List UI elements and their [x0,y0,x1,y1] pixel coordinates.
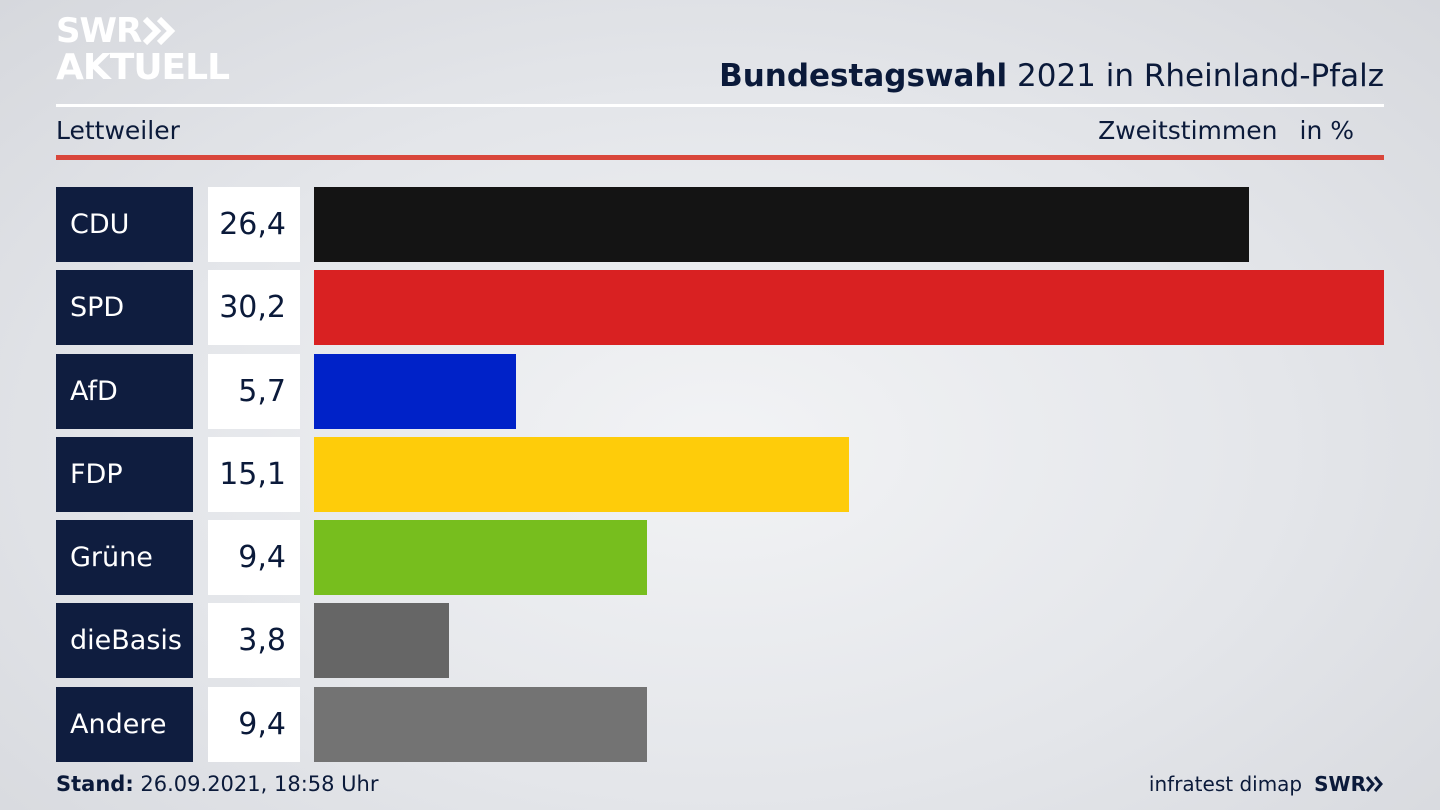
swr-footer-text: SWR [1314,772,1366,796]
title-rest: 2021 in Rheinland-Pfalz [1007,58,1384,94]
stand-value: 26.09.2021, 18:58 Uhr [133,772,379,796]
party-label: Grüne [56,520,193,596]
footer-credits: infratest dimap SWR [1149,772,1384,796]
party-label: AfD [56,353,193,429]
bar [314,187,1249,262]
bar-row: FDP 15,1 [56,436,1384,512]
party-label: FDP [56,436,193,512]
logo-aktuell-text: AKTUELL [56,47,230,88]
measure-unit: in % [1299,116,1355,145]
header-divider [56,104,1384,107]
timestamp: Stand: 26.09.2021, 18:58 Uhr [56,772,379,796]
bar-chart: CDU 26,4 SPD 30,2 AfD 5,7 FDP 15,1 Grüne 9,4 dieBa… [56,187,1384,770]
value-label: 3,8 [208,603,300,679]
measure-label: Zweitstimmen in % [1098,116,1354,145]
stand-label: Stand: [56,772,134,796]
logo-swr-text: SWR [56,11,142,51]
swr-aktuell-logo: SWR AKTUELL [56,14,230,88]
chart-title: Bundestagswahl 2021 in Rheinland-Pfalz [719,58,1384,94]
value-label: 9,4 [208,520,300,596]
logo-line-1: SWR [56,14,229,48]
bar [314,603,449,679]
value-label: 9,4 [208,686,300,762]
value-label: 30,2 [208,270,300,346]
bar-row: Grüne 9,4 [56,520,1384,596]
title-bold: Bundestagswahl [719,58,1008,94]
party-label: Andere [56,686,193,762]
measure-name: Zweitstimmen [1098,116,1278,145]
swr-footer-logo: SWR [1314,772,1384,796]
party-label: SPD [56,270,193,346]
bar [314,353,516,429]
bar [314,520,647,596]
bar [314,436,849,512]
value-label: 5,7 [208,353,300,429]
source-label: infratest dimap [1148,772,1303,796]
bar-row: AfD 5,7 [56,353,1384,429]
bar-row: Andere 9,4 [56,686,1384,762]
bar-row: SPD 30,2 [56,270,1384,346]
value-label: 15,1 [208,436,300,512]
party-label: CDU [56,187,193,262]
value-label: 26,4 [208,187,300,262]
bar [314,686,647,762]
header-accent-rule [56,155,1384,160]
party-label: dieBasis [56,603,193,679]
location-label: Lettweiler [56,116,180,145]
bar-row: dieBasis 3,8 [56,603,1384,679]
bar-row: CDU 26,4 [56,187,1384,262]
bar [314,270,1384,346]
double-chevron-icon [1366,776,1383,792]
double-chevron-icon [143,17,176,45]
